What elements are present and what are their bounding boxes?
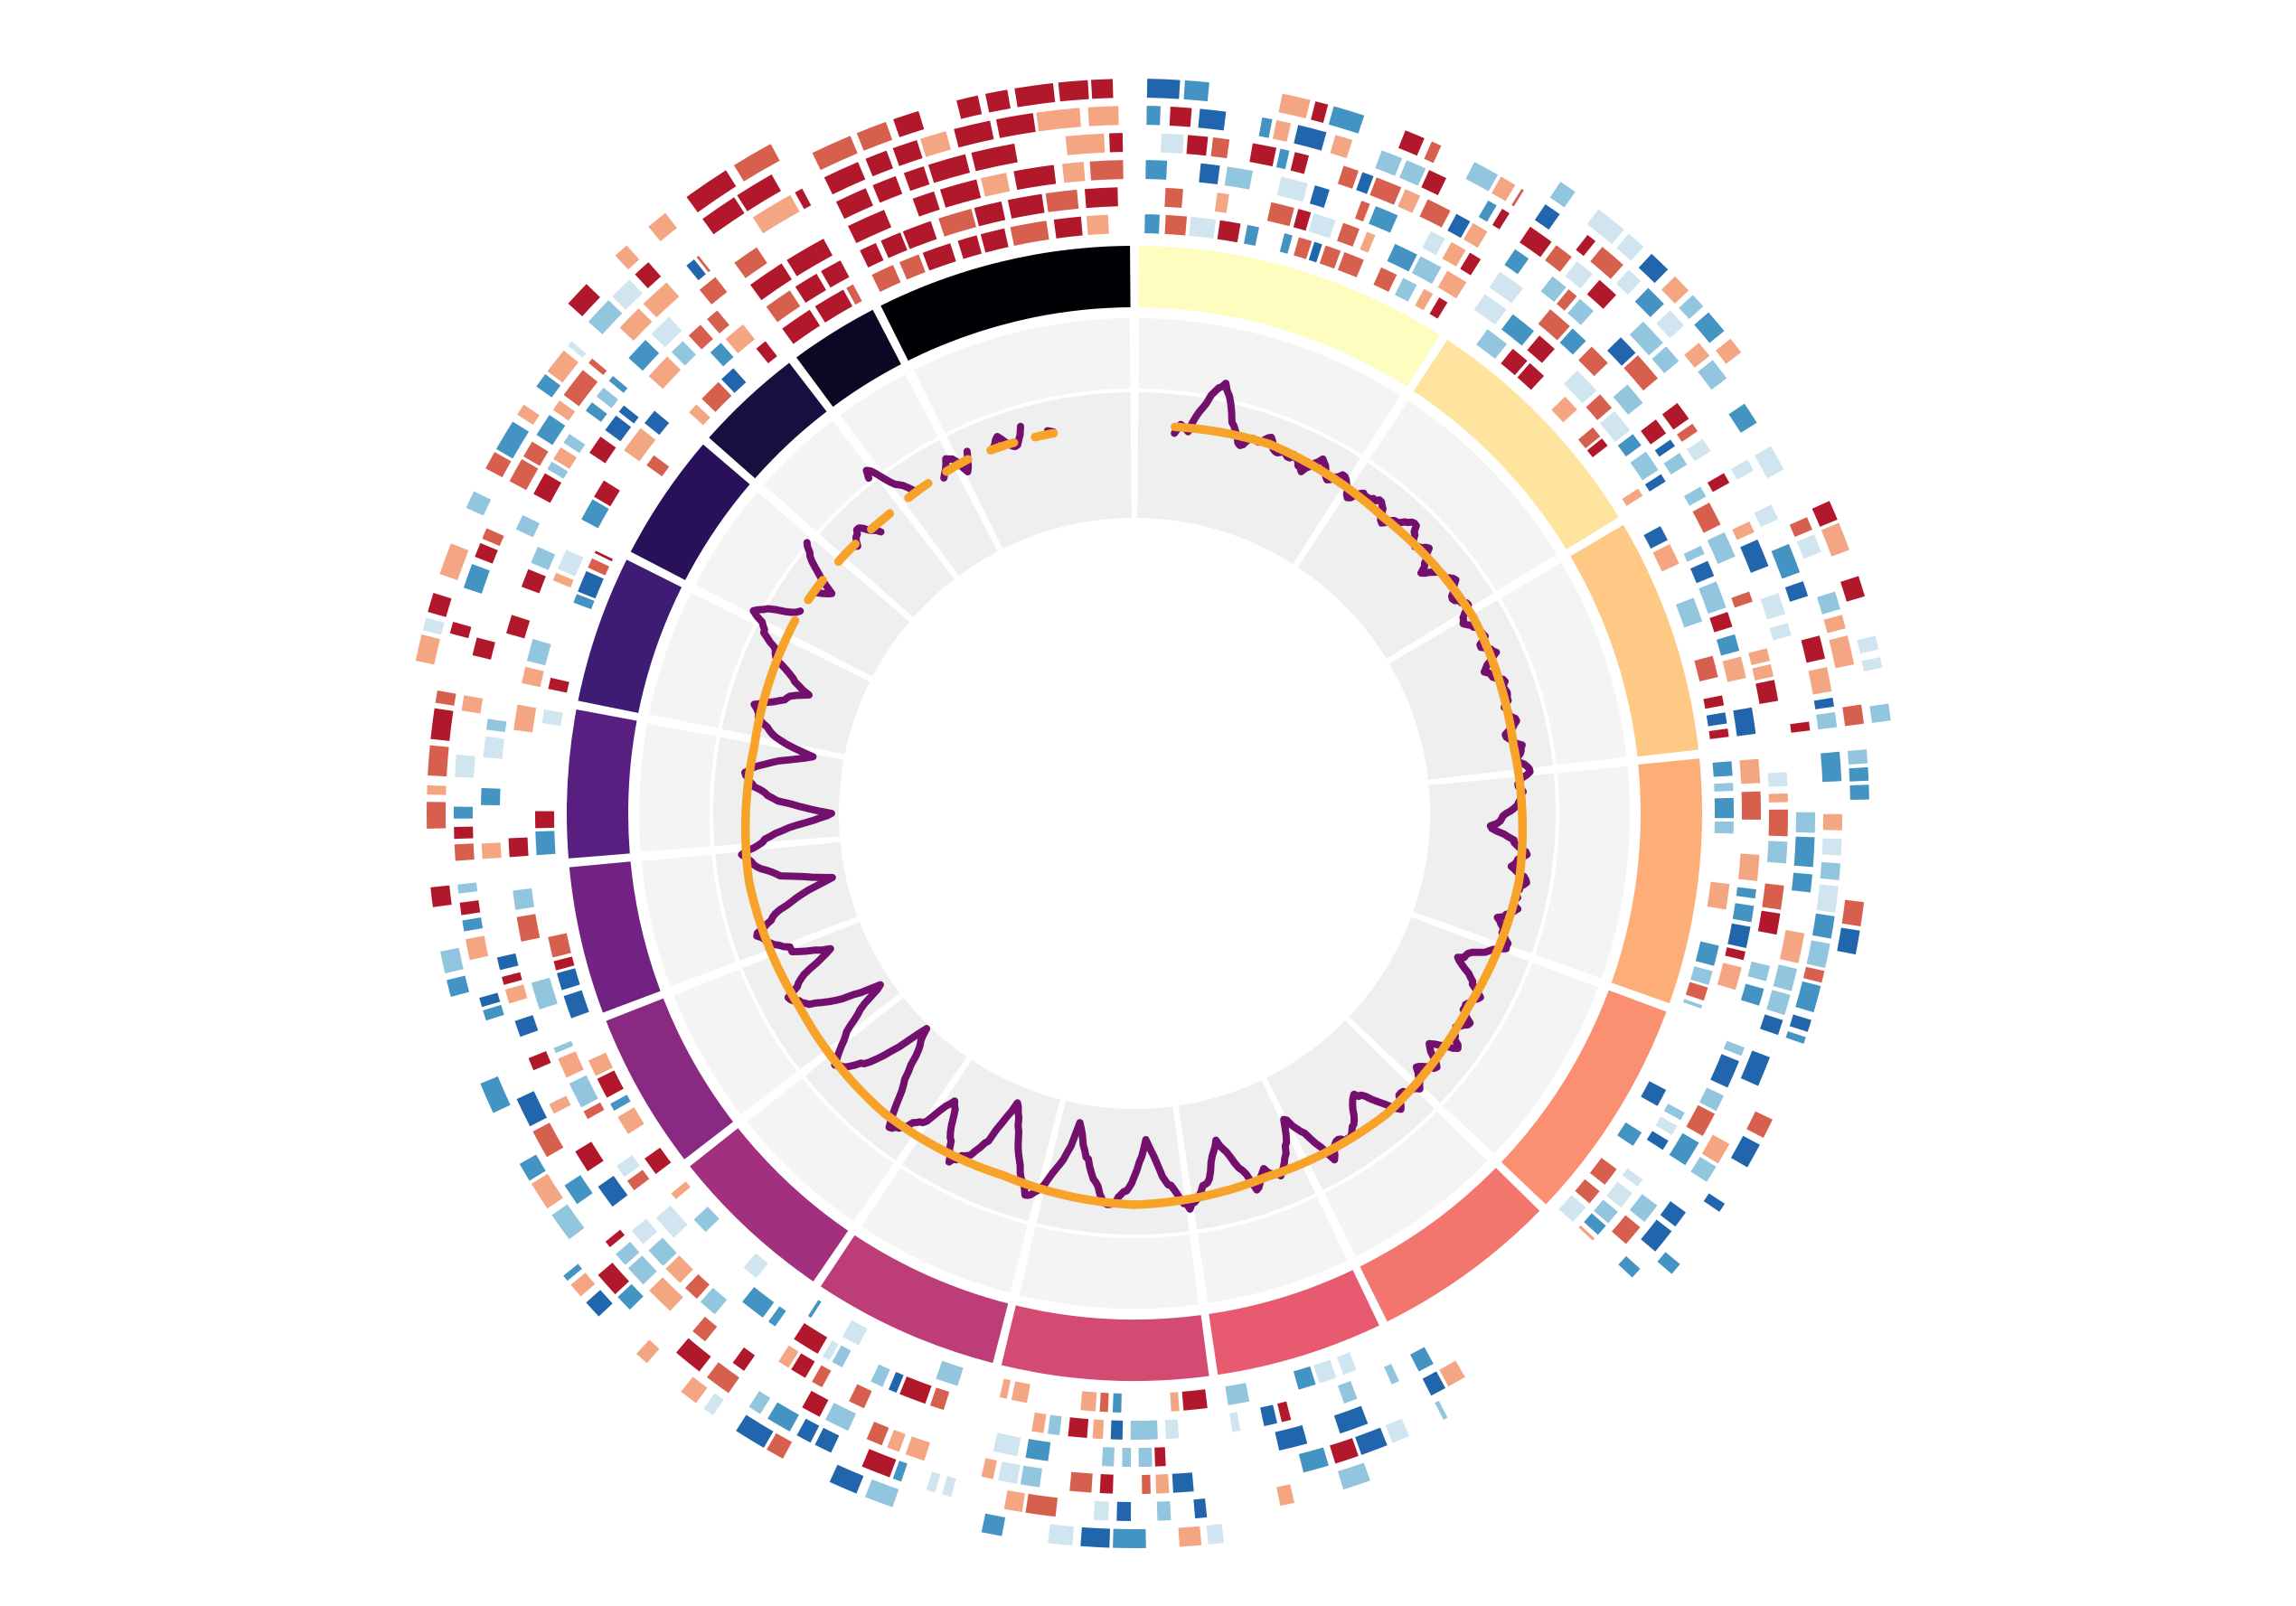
outer-gray-band: [639, 318, 1630, 1309]
signal-line-track: [738, 380, 1534, 1213]
heatmap-tracks: [415, 79, 1891, 1548]
chromosome-ring: [567, 246, 1702, 1381]
